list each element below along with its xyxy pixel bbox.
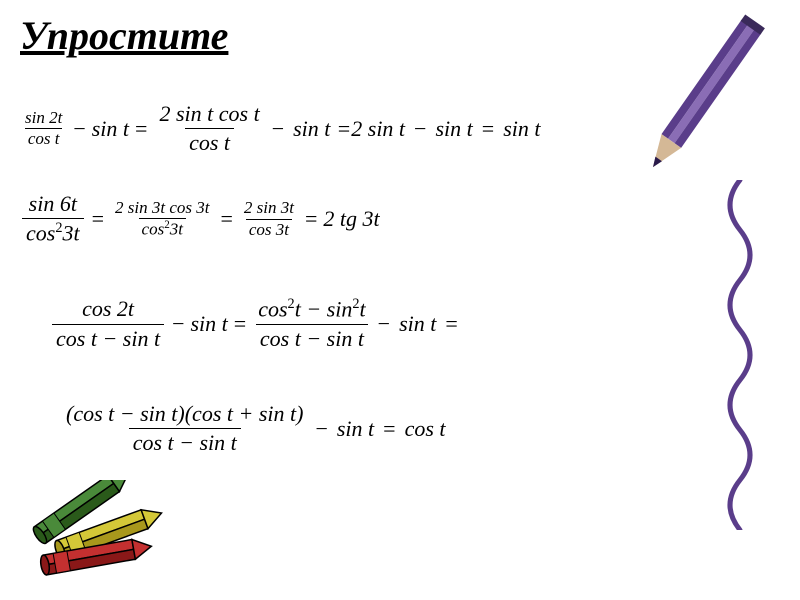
- eq2-frac1: sin 6t cos23t: [22, 190, 84, 248]
- eq3-frac2: cos2t − sin2t cos t − sin t: [254, 295, 369, 353]
- eq1-frac1: sin 2t cos t: [22, 108, 65, 150]
- pencil-icon: [630, 0, 770, 200]
- eq3-frac1: cos 2t cos t − sin t: [52, 295, 164, 353]
- equation-4: (cos t − sin t)(cos t + sin t) cos t − s…: [60, 400, 449, 458]
- eq2-frac2: 2 sin 3t cos 3t cos23t: [112, 198, 212, 240]
- eq1-frac2: 2 sin t cos t cos t: [155, 100, 263, 158]
- crayons-icon: [10, 480, 180, 590]
- eq4-frac1: (cos t − sin t)(cos t + sin t) cos t − s…: [62, 400, 307, 458]
- equation-1: sin 2t cos t − sin t = 2 sin t cos t cos…: [20, 100, 543, 158]
- eq2-frac3: 2 sin 3t cos 3t: [241, 198, 297, 240]
- squiggle-decoration: [715, 180, 765, 530]
- equation-2: sin 6t cos23t = 2 sin 3t cos 3t cos23t =…: [20, 190, 380, 248]
- page-title: Упростите: [20, 12, 228, 59]
- equation-3: cos 2t cos t − sin t − sin t = cos2t − s…: [50, 295, 464, 353]
